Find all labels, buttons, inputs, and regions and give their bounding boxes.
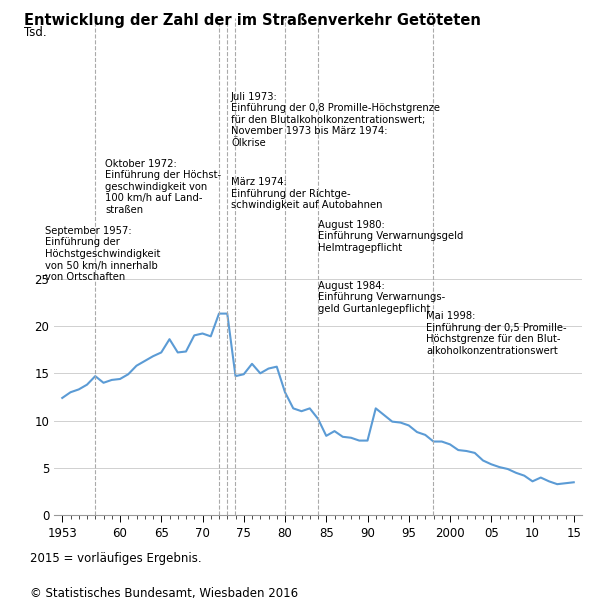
Text: Mai 1998:
Einführung der 0,5 Promille-
Höchstgrenze für den Blut-
alkoholkonzent: Mai 1998: Einführung der 0,5 Promille- H… — [426, 311, 566, 356]
Text: © Statistisches Bundesamt, Wiesbaden 2016: © Statistisches Bundesamt, Wiesbaden 201… — [30, 587, 298, 600]
Text: Oktober 1972:
Einführung der Höchst-
geschwindigkeit von
100 km/h auf Land-
stra: Oktober 1972: Einführung der Höchst- ges… — [105, 159, 221, 215]
Text: Juli 1973:
Einführung der 0,8 Promille-Höchstgrenze
für den Blutalkoholkonzentra: Juli 1973: Einführung der 0,8 Promille-H… — [231, 92, 440, 148]
Text: August 1984:
Einführung Verwarnungs-
geld Gurtanlegepflicht: August 1984: Einführung Verwarnungs- gel… — [318, 281, 445, 314]
Text: März 1974:
Einführung der Richtge-
schwindigkeit auf Autobahnen: März 1974: Einführung der Richtge- schwi… — [231, 177, 383, 210]
Text: 2015 = vorläufiges Ergebnis.: 2015 = vorläufiges Ergebnis. — [30, 552, 202, 565]
Text: Entwicklung der Zahl der im Straßenverkehr Getöteten: Entwicklung der Zahl der im Straßenverke… — [24, 13, 481, 29]
Text: Tsd.: Tsd. — [24, 26, 47, 39]
Text: August 1980:
Einführung Verwarnungsgeld
Helmtragepflicht: August 1980: Einführung Verwarnungsgeld … — [318, 220, 463, 253]
Text: September 1957:
Einführung der
Höchstgeschwindigkeit
von 50 km/h innerhalb
von O: September 1957: Einführung der Höchstges… — [45, 226, 160, 282]
